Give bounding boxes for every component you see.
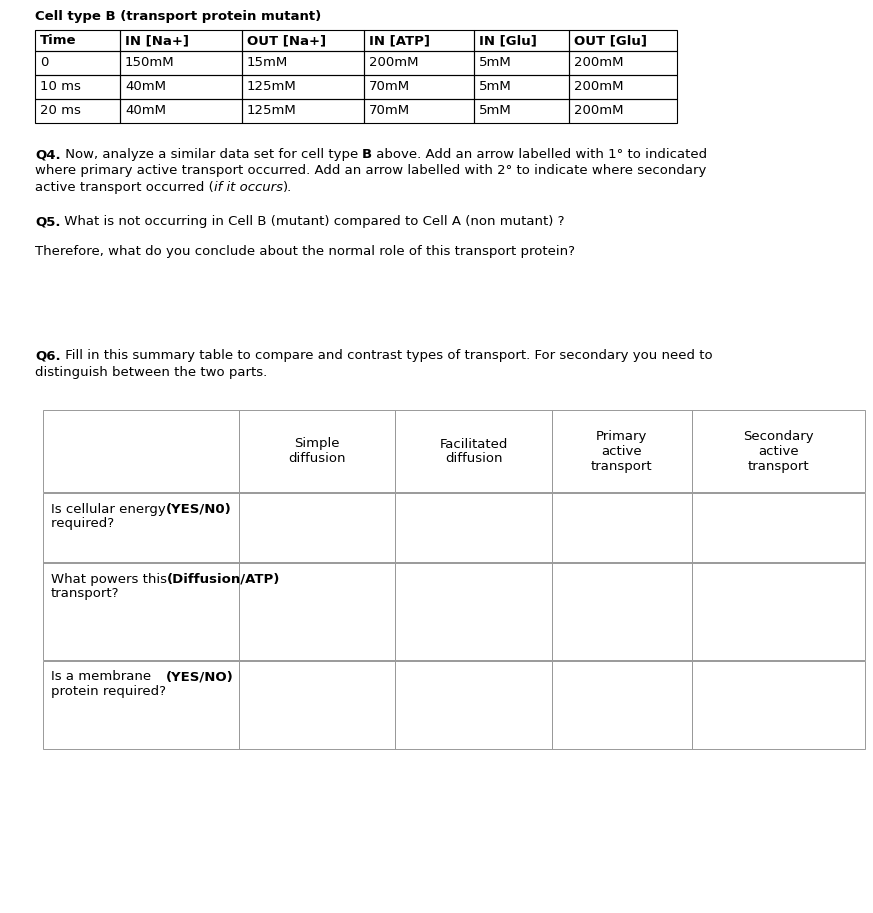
Bar (43, 562, 238, 660)
Text: (YES/NO): (YES/NO) (166, 670, 234, 684)
Text: Primary
active
transport: Primary active transport (591, 430, 653, 473)
Text: distinguish between the two parts.: distinguish between the two parts. (35, 366, 267, 379)
Bar (364, 99, 474, 123)
Text: Facilitated
diffusion: Facilitated diffusion (439, 437, 508, 466)
Text: Fill in this summary table to compare and contrast types of transport. For secon: Fill in this summary table to compare an… (60, 350, 712, 362)
Text: 150mM: 150mM (125, 57, 175, 69)
Text: What powers this
transport?: What powers this transport? (51, 572, 167, 615)
Text: 200mM: 200mM (574, 57, 623, 69)
Bar (238, 562, 395, 660)
Bar (35, 99, 120, 123)
Text: Therefore, what do you conclude about the normal role of this transport protein?: Therefore, what do you conclude about th… (35, 245, 575, 258)
Text: 125mM: 125mM (247, 80, 297, 93)
Text: Is cellular energy
required?: Is cellular energy required? (51, 502, 166, 530)
Bar (35, 75, 120, 99)
Text: IN [ATP]: IN [ATP] (369, 34, 430, 47)
Text: Q5.: Q5. (35, 215, 60, 228)
Bar (364, 75, 474, 99)
Bar (120, 75, 242, 99)
Text: OUT [Na+]: OUT [Na+] (247, 34, 327, 47)
Text: 5mM: 5mM (479, 80, 512, 93)
Bar (35, 51, 120, 75)
Text: 200mM: 200mM (574, 104, 623, 118)
Bar (552, 562, 691, 660)
Text: 0: 0 (40, 57, 48, 69)
Bar (364, 51, 474, 75)
Bar (691, 660, 865, 749)
Bar (474, 99, 569, 123)
Bar (552, 411, 691, 492)
Bar (569, 75, 677, 99)
Text: above. Add an arrow labelled with 1° to indicated: above. Add an arrow labelled with 1° to … (372, 148, 707, 161)
Text: 10 ms: 10 ms (40, 80, 81, 93)
Text: What is not occurring in Cell B (mutant) compared to Cell A (non mutant) ?: What is not occurring in Cell B (mutant)… (60, 215, 565, 228)
Bar (691, 562, 865, 660)
Bar (120, 51, 242, 75)
Text: active transport occurred (: active transport occurred ( (35, 181, 214, 194)
Bar (552, 492, 691, 562)
Text: (Diffusion/ATP): (Diffusion/ATP) (167, 572, 280, 585)
Text: 200mM: 200mM (574, 80, 623, 93)
Bar (691, 492, 865, 562)
Text: where primary active transport occurred. Add an arrow labelled with 2° to indica: where primary active transport occurred.… (35, 164, 706, 177)
Text: 5mM: 5mM (479, 57, 512, 69)
Bar (43, 411, 238, 492)
Bar (569, 30, 677, 51)
Text: OUT [Glu]: OUT [Glu] (574, 34, 647, 47)
Text: Time: Time (40, 34, 77, 47)
Bar (474, 30, 569, 51)
Text: ).: ). (283, 181, 292, 194)
Text: IN [Glu]: IN [Glu] (479, 34, 537, 47)
Bar (474, 75, 569, 99)
Text: 40mM: 40mM (125, 80, 166, 93)
Text: Now, analyze a similar data set for cell type: Now, analyze a similar data set for cell… (60, 148, 362, 161)
Bar (43, 492, 238, 562)
Text: 125mM: 125mM (247, 104, 297, 118)
Text: Secondary
active
transport: Secondary active transport (743, 430, 814, 473)
Bar (395, 660, 552, 749)
Text: Is a membrane
protein required?: Is a membrane protein required? (51, 670, 166, 713)
Text: 70mM: 70mM (369, 80, 410, 93)
Bar (242, 75, 364, 99)
Bar (691, 411, 865, 492)
Bar (238, 411, 395, 492)
Bar (242, 51, 364, 75)
Text: if it occurs: if it occurs (214, 181, 283, 194)
Bar (364, 30, 474, 51)
Text: 200mM: 200mM (369, 57, 418, 69)
Text: 70mM: 70mM (369, 104, 410, 118)
Bar (569, 51, 677, 75)
Text: 15mM: 15mM (247, 57, 288, 69)
Text: Q4.: Q4. (35, 148, 60, 161)
Bar (242, 99, 364, 123)
Text: Cell type B (transport protein mutant): Cell type B (transport protein mutant) (35, 10, 321, 23)
Bar (395, 492, 552, 562)
Bar (35, 30, 120, 51)
Bar (395, 562, 552, 660)
Bar (120, 30, 242, 51)
Bar (242, 30, 364, 51)
Text: 40mM: 40mM (125, 104, 166, 118)
Bar (552, 660, 691, 749)
Bar (238, 492, 395, 562)
Text: 5mM: 5mM (479, 104, 512, 118)
Text: 20 ms: 20 ms (40, 104, 81, 118)
Text: (YES/N0): (YES/N0) (166, 502, 231, 516)
Bar (395, 411, 552, 492)
Text: Q6.: Q6. (35, 350, 60, 362)
Bar (120, 99, 242, 123)
Bar (569, 99, 677, 123)
Text: Simple
diffusion: Simple diffusion (288, 437, 346, 466)
Bar (43, 660, 238, 749)
Text: IN [Na+]: IN [Na+] (125, 34, 189, 47)
Bar (474, 51, 569, 75)
Text: B: B (362, 148, 372, 161)
Bar (238, 660, 395, 749)
